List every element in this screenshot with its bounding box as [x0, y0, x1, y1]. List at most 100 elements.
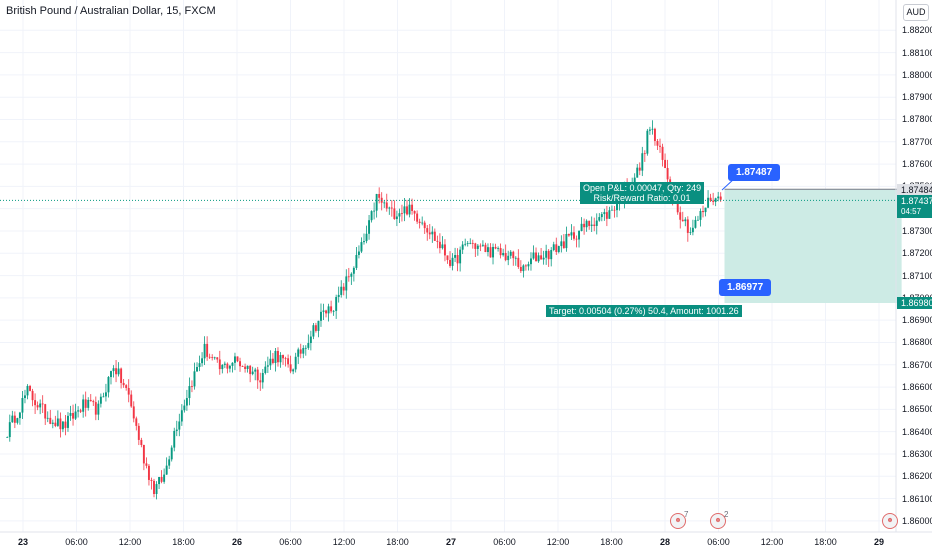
candle-body	[54, 422, 57, 426]
candle-body	[653, 128, 656, 142]
candle-body	[163, 474, 166, 482]
time-tick-label: 18:00	[600, 537, 623, 547]
candle-body	[494, 246, 497, 249]
candle-body	[203, 343, 206, 359]
candle-body	[393, 208, 396, 220]
risk-reward-label: Risk/Reward Ratio: 0.01	[593, 193, 691, 203]
time-tick-label: 06:00	[279, 537, 302, 547]
candle-body	[426, 228, 429, 233]
candle-body	[190, 386, 193, 387]
candle-body	[325, 310, 328, 314]
candle-body	[309, 336, 312, 344]
candle-body	[641, 153, 644, 171]
candle-body	[565, 233, 568, 249]
candle-body	[317, 320, 320, 331]
candle-body	[173, 430, 176, 448]
price-tick-label: 1.88100	[902, 47, 932, 58]
event-flag-icon[interactable]: ☻	[882, 513, 898, 529]
candle-body	[585, 220, 588, 228]
candle-body	[466, 243, 469, 244]
candle-body	[578, 231, 581, 240]
price-tick-label: 1.87100	[902, 270, 932, 281]
candle-body	[616, 203, 618, 211]
candle-body	[249, 365, 252, 375]
candle-body	[92, 401, 95, 403]
candle-body	[147, 465, 150, 480]
target-info[interactable]: Target: 0.00504 (0.27%) 50.4, Amount: 10…	[546, 305, 742, 317]
candle-body	[340, 286, 343, 295]
price-tick-label: 1.87900	[902, 92, 932, 103]
event-flag-icon[interactable]: ☻ 2	[710, 510, 728, 529]
candle-body	[717, 196, 720, 199]
price-tick-label: 1.86600	[902, 382, 932, 393]
currency-button[interactable]: AUD	[903, 4, 929, 21]
candle-body	[61, 421, 64, 430]
candle-body	[388, 207, 391, 209]
time-tick-label: 27	[445, 537, 457, 547]
candle-body	[228, 365, 231, 369]
candle-body	[274, 350, 277, 363]
candle-body	[522, 265, 525, 272]
candle-body	[570, 232, 573, 236]
candle-body	[557, 246, 560, 252]
candle-body	[613, 209, 616, 211]
candle-body	[443, 244, 446, 256]
candle-body	[29, 385, 31, 391]
candle-body	[573, 232, 575, 239]
lower-price-callout[interactable]: 1.86977	[719, 279, 772, 296]
candle-body	[271, 358, 274, 363]
candle-body	[360, 242, 363, 252]
candle-body	[160, 477, 163, 482]
candle-body	[659, 145, 661, 147]
candle-body	[390, 207, 393, 209]
candle-body	[446, 255, 449, 260]
candle-body	[330, 306, 333, 312]
candle-body	[34, 400, 37, 406]
price-tick-label: 1.86700	[902, 359, 932, 370]
candle-body	[431, 231, 434, 235]
candle-body	[476, 245, 479, 249]
event-flag-icon[interactable]: ☻ 7	[670, 510, 688, 529]
candle-body	[696, 219, 699, 221]
candle-body	[598, 217, 601, 221]
candle-body	[474, 243, 477, 249]
candle-body	[69, 413, 72, 416]
candle-body	[49, 417, 52, 424]
open-pnl-label: Open P&L: 0.00047, Qty: 249	[583, 183, 702, 193]
candle-body	[170, 447, 173, 460]
candle-body	[471, 242, 474, 244]
candle-body	[180, 410, 183, 422]
candle-body	[489, 247, 492, 258]
upper-price-callout[interactable]: 1.87487	[728, 164, 781, 181]
candle-body	[588, 220, 591, 226]
candle-body	[575, 238, 578, 240]
candle-body	[130, 394, 133, 407]
candle-body	[593, 224, 596, 226]
candle-body	[264, 366, 267, 374]
candle-body	[436, 240, 439, 242]
candle-body	[289, 364, 292, 372]
candle-body	[122, 382, 125, 386]
candle-body	[378, 193, 381, 198]
candle-body	[44, 404, 47, 419]
candle-body	[350, 273, 353, 277]
candle-body	[487, 247, 489, 253]
candle-body	[46, 417, 49, 419]
candle-body	[413, 210, 416, 214]
candle-body	[648, 129, 651, 131]
candle-body	[107, 377, 110, 393]
candle-body	[504, 253, 507, 261]
price-tick-label: 1.86400	[902, 426, 932, 437]
candle-body	[347, 276, 350, 278]
candle-body	[636, 167, 639, 178]
candle-body	[605, 212, 608, 219]
position-info[interactable]: Open P&L: 0.00047, Qty: 249 Risk/Reward …	[580, 182, 705, 204]
entry-price-tag: 1.87484	[897, 184, 932, 196]
candle-body	[352, 267, 355, 274]
candle-body	[79, 410, 82, 412]
candle-body	[603, 212, 606, 215]
candlestick-series	[6, 120, 722, 500]
candle-body	[89, 399, 92, 402]
time-tick-label: 06:00	[65, 537, 88, 547]
